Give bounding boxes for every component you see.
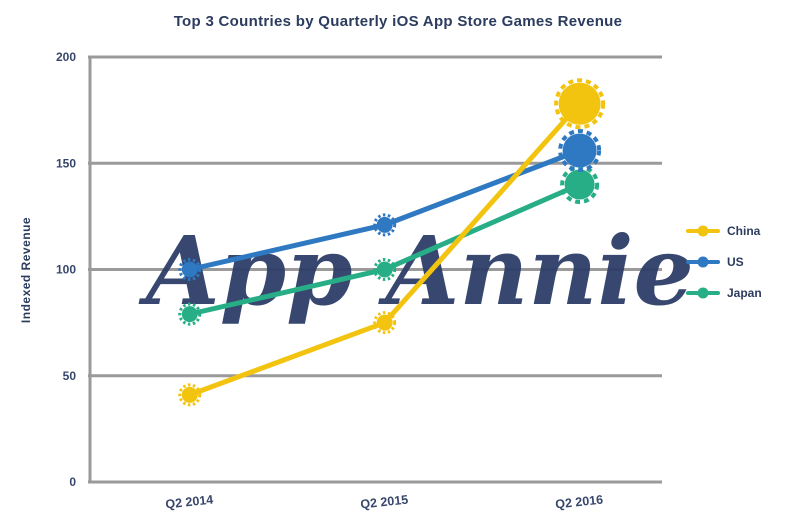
y-tick-label: 50 [63,369,77,383]
x-tick-label: Q2 2016 [555,493,604,512]
y-tick-label: 0 [69,475,76,489]
point-japan-2 [564,169,595,200]
point-scallop [178,383,202,407]
legend-item-japan: Japan [686,285,762,300]
legend-dot-us [697,256,709,267]
legend-label-us: US [727,254,744,269]
point-china-2 [558,82,601,125]
point-scallop [558,129,602,172]
series-layer [178,78,606,407]
point-scallop [373,311,397,335]
point-us-2 [562,133,597,168]
legend-item-us: US [686,254,762,269]
point-scallop [373,258,397,281]
point-scallop [373,213,397,237]
point-scallop [178,302,202,326]
point-scallop [554,78,606,130]
legend-marker-china [686,225,720,236]
point-us-1 [376,216,393,233]
legend-label-china: China [727,223,761,238]
point-japan-1 [376,261,393,278]
axis-labels: 0 50 100 150 200 Q2 2014 Q2 2015 Q2 2016 [56,50,604,511]
x-tick-label: Q2 2015 [360,493,409,512]
legend-dot-japan [697,287,709,298]
point-us-0 [181,261,198,278]
x-tick-label: Q2 2014 [165,493,214,512]
watermark-text: App Annie [138,216,694,327]
legend-marker-japan [686,287,720,298]
point-china-1 [376,314,393,331]
y-tick-label: 200 [56,50,76,64]
y-axis-label: Indexed Revenue [19,217,33,323]
legend-marker-us [686,256,720,267]
y-tick-label: 100 [56,263,76,277]
legend: China US Japan [686,223,762,300]
y-tick-label: 150 [56,156,76,170]
legend-label-japan: Japan [727,285,762,300]
point-japan-0 [181,306,198,323]
legend-item-china: China [686,223,762,238]
point-china-0 [181,386,198,403]
legend-dot-china [697,225,709,236]
point-scallop [178,258,202,281]
chart-title: Top 3 Countries by Quarterly iOS App Sto… [174,13,623,30]
